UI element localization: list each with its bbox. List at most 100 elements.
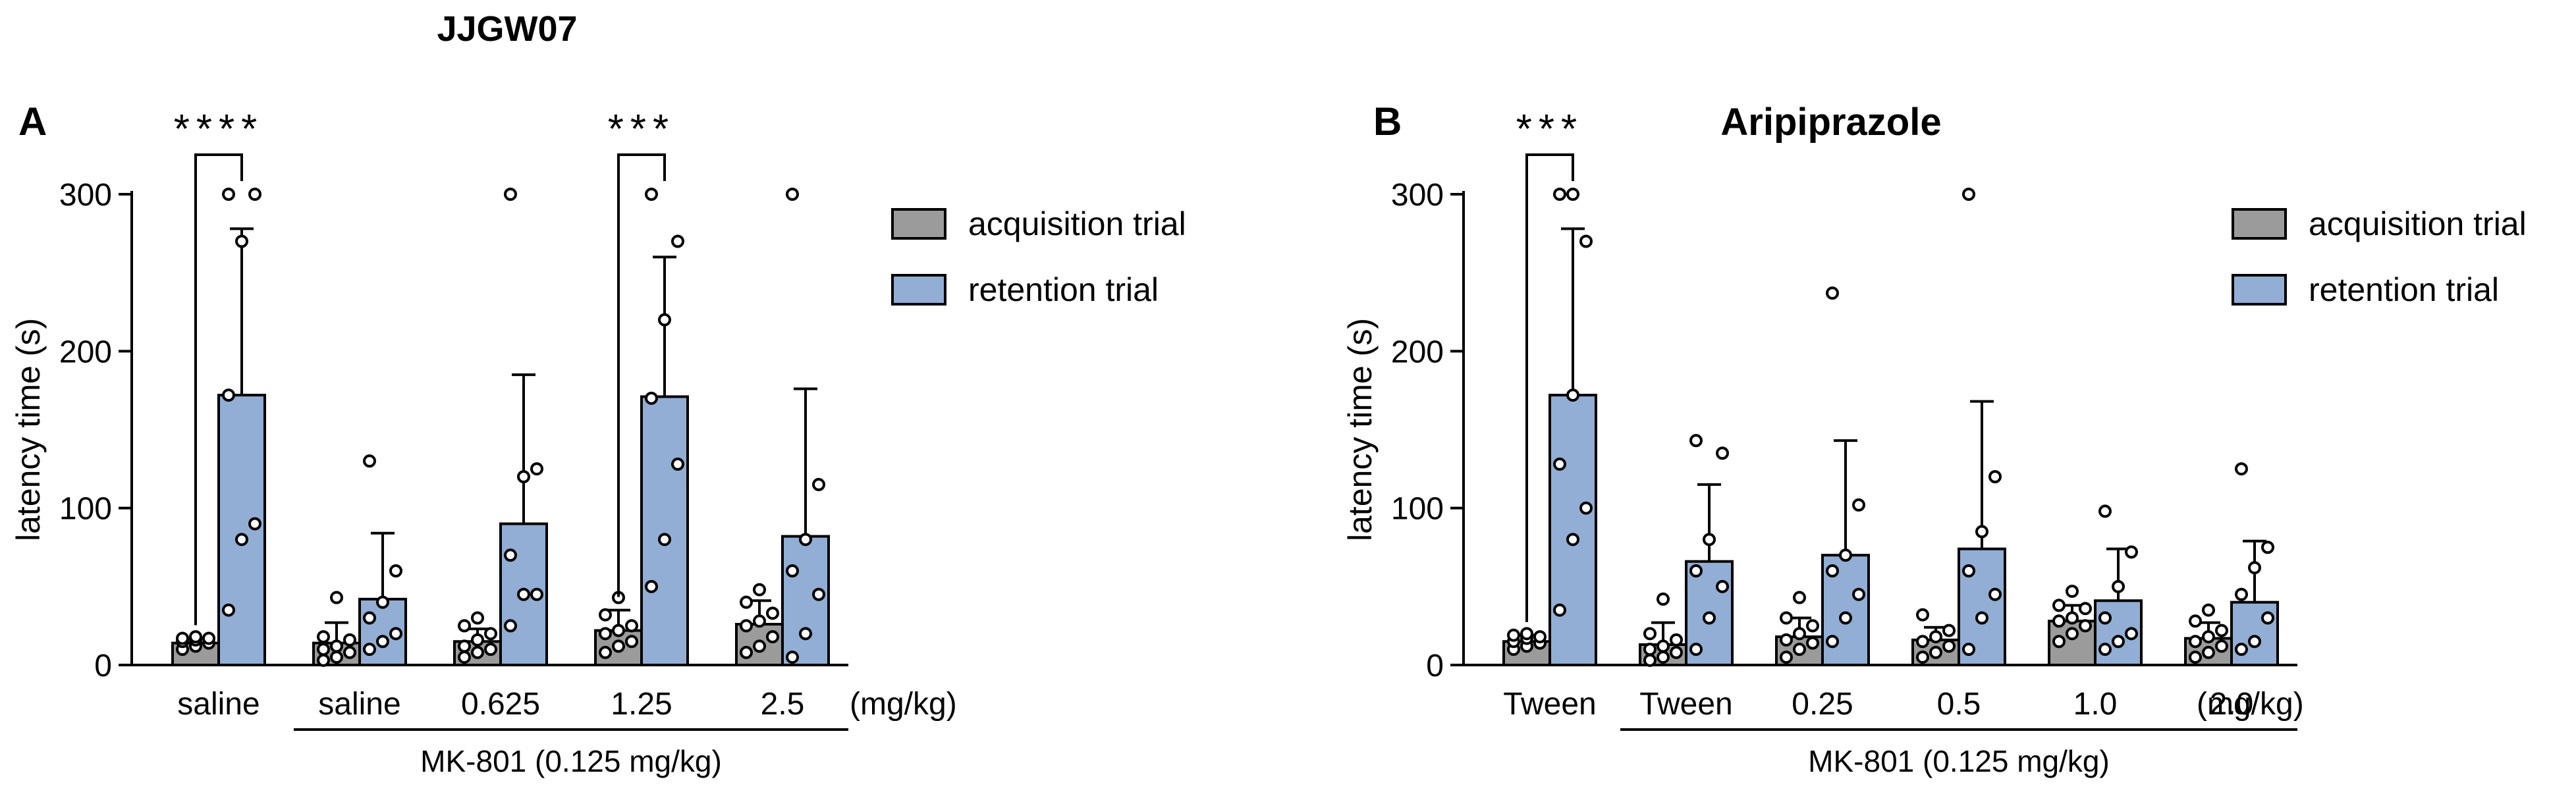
data-point: [530, 587, 543, 601]
data-point: [471, 611, 484, 625]
data-point: [317, 643, 330, 656]
x-tick-label: saline: [177, 687, 260, 722]
y-tick-label: 300: [1391, 178, 1444, 213]
data-point: [2235, 643, 2248, 656]
y-axis-label: latency time (s): [10, 318, 47, 541]
data-point: [671, 457, 684, 471]
data-point: [612, 639, 625, 653]
data-point: [1689, 564, 1703, 577]
data-point: [376, 595, 389, 609]
y-tick-label: 200: [1391, 334, 1444, 369]
data-point: [471, 645, 484, 659]
data-point: [517, 587, 530, 601]
data-point: [1826, 286, 1839, 300]
data-point: [1566, 533, 1579, 547]
y-tick-label: 100: [1391, 492, 1444, 527]
data-point: [2202, 630, 2215, 644]
data-point: [1657, 592, 1670, 606]
figure-header: JJGW07: [437, 9, 577, 49]
data-point: [812, 587, 825, 601]
data-point: [1670, 633, 1683, 647]
data-point: [1657, 651, 1670, 664]
data-point: [2189, 635, 2202, 649]
data-point: [645, 579, 658, 593]
x-tick-label: 0.625: [461, 687, 540, 722]
legend-swatch-retention: [2232, 274, 2287, 306]
data-point: [2112, 579, 2125, 593]
data-point: [1988, 587, 2002, 601]
data-point: [1643, 643, 1657, 656]
data-point: [786, 564, 799, 577]
data-point: [1793, 591, 1806, 604]
y-tick-label: 200: [59, 334, 112, 369]
data-point: [1962, 643, 1975, 656]
chart-panel-b: B Aripiprazole 0 100 200 300 latency time (s) T…: [1342, 99, 2527, 778]
data-point: [658, 313, 671, 327]
data-point: [343, 633, 356, 647]
data-point: [812, 477, 825, 491]
data-point: [1566, 388, 1579, 402]
data-point: [202, 631, 215, 645]
data-point: [753, 639, 766, 653]
data-point: [343, 645, 356, 659]
data-point: [658, 533, 671, 547]
y-axis-label: latency time (s): [1342, 318, 1379, 541]
data-point: [363, 454, 376, 468]
data-point: [2235, 462, 2248, 476]
data-point: [2066, 611, 2079, 625]
data-point: [330, 591, 343, 604]
data-point: [389, 627, 402, 641]
legend-label: retention trial: [968, 271, 1159, 308]
data-point: [1852, 587, 1865, 601]
data-point: [2066, 627, 2079, 641]
legend-swatch-retention: [891, 274, 946, 306]
y-tick-label: 300: [59, 178, 112, 213]
data-point: [2098, 611, 2112, 625]
data-point: [248, 517, 261, 531]
data-point: [1520, 627, 1533, 641]
data-point: [1553, 603, 1566, 617]
data-point: [1929, 630, 1942, 644]
data-point: [2189, 614, 2202, 628]
data-point: [1942, 624, 1956, 637]
data-point: [2079, 619, 2092, 633]
legend-label: acquisition trial: [2309, 205, 2527, 242]
data-point: [504, 188, 517, 201]
data-point: [484, 627, 497, 641]
data-point: [376, 635, 389, 649]
data-point: [786, 188, 799, 201]
data-point: [1670, 645, 1683, 659]
legend-swatch-acquisition: [891, 208, 946, 240]
data-point: [222, 603, 235, 617]
data-point: [1852, 498, 1865, 512]
data-point: [330, 639, 343, 653]
data-point: [1929, 645, 1942, 659]
data-point: [1507, 628, 1520, 642]
data-point: [1962, 188, 1975, 201]
legend-label: retention trial: [2309, 271, 2499, 308]
data-point: [625, 635, 638, 649]
significance-label: ****: [174, 107, 264, 152]
data-point: [222, 388, 235, 402]
data-point: [2248, 635, 2261, 649]
data-point: [2248, 561, 2261, 575]
data-point: [2125, 627, 2138, 641]
data-point: [235, 533, 248, 547]
data-point: [599, 627, 612, 641]
panel-label: B: [1373, 99, 1402, 144]
data-point: [1533, 630, 1547, 644]
data-point: [2098, 643, 2112, 656]
significance-label: ***: [1516, 107, 1583, 152]
data-point: [235, 234, 248, 248]
data-point: [2079, 602, 2092, 616]
group-label: MK-801 (0.125 mg/kg): [1808, 744, 2110, 778]
data-point: [753, 583, 766, 597]
data-point: [484, 643, 497, 656]
bar-retention: [2230, 600, 2279, 667]
data-point: [1975, 611, 1988, 625]
data-point: [1689, 434, 1703, 448]
bar-retention: [1548, 394, 1597, 666]
data-point: [1716, 446, 1729, 460]
data-point: [1703, 533, 1716, 547]
